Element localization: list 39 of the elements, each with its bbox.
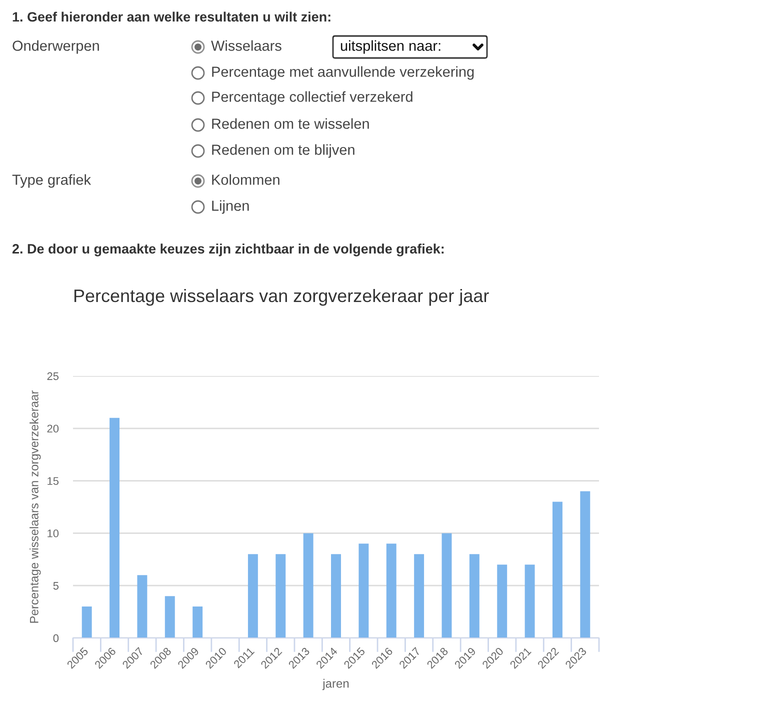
bar (82, 606, 92, 638)
text: Redenen om te blijven (212, 144, 354, 158)
text: 2. De door u gemaakte keuzes zijn zichtbaar in de volgende grafiek: (12, 244, 444, 256)
y-tick-label: 20 (47, 424, 59, 432)
bar (358, 544, 369, 638)
text: Onderwerpen (12, 40, 99, 54)
text: Lijnen (212, 200, 249, 214)
y-tick-label: 0 (53, 634, 59, 642)
y-tick-label: 10 (48, 530, 59, 538)
text: uitsplitsen naar: (340, 40, 440, 54)
text: Percentage collectief verzekerd (212, 91, 412, 105)
bar (164, 596, 175, 638)
bar (303, 533, 314, 638)
text: Wisselaars (211, 40, 282, 51)
y-tick-label: 5 (53, 582, 59, 590)
bar (414, 554, 424, 638)
bar (192, 606, 203, 638)
bar (276, 554, 286, 638)
text: Percentage met aanvullende verzekering (212, 66, 474, 80)
bar (580, 491, 590, 638)
bar (110, 418, 120, 638)
y-tick-label: 15 (48, 477, 59, 485)
x-axis-title: jaren (322, 678, 349, 690)
text: 1. Geef hieronder aan welke resultaten u wilt zien: (12, 12, 330, 22)
bar (524, 564, 535, 638)
text: Kolommen (212, 174, 280, 185)
bar (552, 502, 562, 638)
bar (497, 564, 508, 638)
bar (248, 554, 258, 638)
bar (331, 554, 341, 638)
bar (442, 533, 452, 638)
chart-title: Percentage wisselaars van zorgverzekeraar per jaar (74, 288, 489, 306)
bar (386, 544, 396, 638)
text: Redenen om te wisselen (212, 118, 369, 129)
y-tick-label: 25 (47, 372, 59, 380)
bar (137, 575, 148, 638)
bar (469, 554, 480, 638)
text: Type grafiek (12, 174, 92, 188)
y-axis-title: Percentage wisselaars van zorgverzekeraar (30, 390, 41, 623)
